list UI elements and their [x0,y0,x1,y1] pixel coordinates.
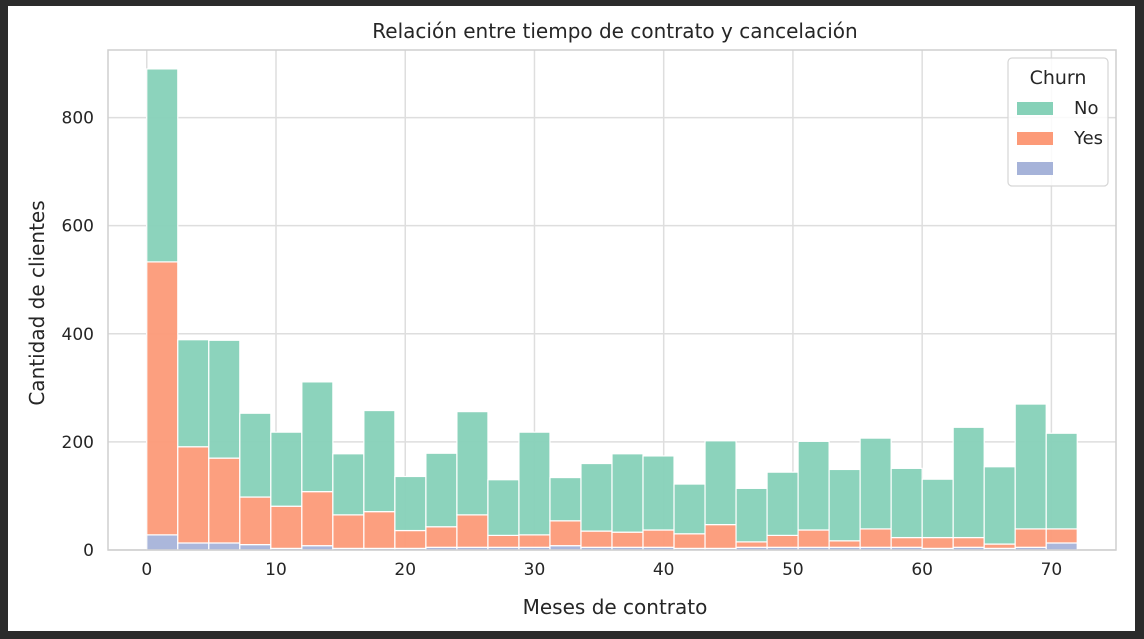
x-tick-label: 30 [524,560,546,580]
bar-yes-segment [766,534,799,548]
bar-no-segment [890,467,923,539]
x-tick-label: 10 [265,560,287,580]
bar-no-segment [301,381,334,493]
bar-yes-segment [177,446,210,544]
bar-yes-segment [425,526,458,548]
bar-no-segment [766,471,799,537]
plot-frame [107,49,1117,551]
bar-no-segment [549,476,582,522]
bar-no-segment [828,468,861,542]
x-tick-label: 0 [141,560,152,580]
bar-no-segment [487,479,520,537]
bar-yes-segment [332,514,365,549]
x-tick-label: 40 [653,560,675,580]
bar-yes-segment [518,534,551,548]
bar-yes-segment [394,529,427,549]
bar-yes-segment [797,529,830,548]
bar-no-segment [735,487,768,543]
chart-title: Relación entre tiempo de contrato y canc… [372,19,857,43]
bar-yes-segment [487,534,520,548]
bar-no-segment [518,431,551,536]
bar-unlabeled-segment [239,543,272,551]
legend-box [1007,57,1109,187]
bar-no-segment [239,412,272,498]
bar-yes-segment [828,540,861,548]
bar-yes-segment [270,505,303,549]
legend-swatch [1017,132,1053,145]
bar-yes-segment [1014,528,1047,548]
bar-no-segment [952,426,985,539]
bar-unlabeled-segment [146,534,179,551]
bar-yes-segment [921,536,954,549]
bar-yes-segment [859,528,892,548]
bar-yes-segment [301,491,334,547]
bar-unlabeled-segment [1045,542,1078,551]
bar-yes-segment [208,457,241,544]
y-tick-label: 400 [62,325,94,345]
x-tick-label: 60 [911,560,933,580]
bar-no-segment [270,431,303,507]
bar-no-segment [859,437,892,530]
legend-label: Yes [1073,128,1103,149]
x-tick-label: 20 [394,560,416,580]
x-tick-label: 70 [1041,560,1063,580]
bar-no-segment [797,440,830,531]
bar-yes-segment [549,520,582,547]
bar-no-segment [673,483,706,535]
bar-yes-segment [146,261,179,536]
bar-no-segment [146,68,179,263]
x-axis-label: Meses de contrato [523,595,708,619]
bar-no-segment [611,453,644,533]
bar-no-segment [456,411,489,516]
y-tick-label: 200 [62,433,94,453]
bar-yes-segment [642,529,675,548]
bar-yes-segment [611,531,644,548]
y-tick-label: 0 [83,541,94,561]
y-tick-label: 800 [62,109,94,129]
bar-yes-segment [1045,528,1078,544]
bar-yes-segment [673,533,706,549]
bar-no-segment [363,409,396,513]
bar-yes-segment [735,541,768,548]
bar-no-segment [177,339,210,448]
y-tick-label: 600 [62,217,94,237]
bar-no-segment [394,475,427,532]
legend-title: Churn [1030,67,1087,89]
bar-no-segment [642,455,675,531]
bar-no-segment [921,478,954,539]
bar-no-segment [580,462,613,532]
bar-yes-segment [890,536,923,548]
legend-swatch [1017,162,1053,175]
bar-yes-segment [983,543,1016,549]
legend-swatch [1017,102,1053,115]
histogram-chart: 0 10 20 30 40 50 60 70 0 200 400 600 800 Relación e… [25,19,1117,619]
y-axis-label: Cantidad de clientes [25,200,49,405]
bar-no-segment [983,466,1016,545]
bar-unlabeled-segment [177,542,210,551]
bar-no-segment [208,339,241,459]
bar-no-segment [704,440,737,526]
bar-unlabeled-segment [208,542,241,551]
bar-no-segment [425,452,458,528]
bar-no-segment [332,453,365,516]
bar-yes-segment [456,514,489,548]
bar-no-segment [1014,403,1047,530]
chart-figure: 0 10 20 30 40 50 60 70 0 200 400 600 800 Relación e… [8,6,1135,631]
legend-label: No [1074,98,1098,119]
bar-yes-segment [239,496,272,546]
legend: Churn No Yes [1007,57,1109,187]
bar-no-segment [1045,432,1078,530]
bar-yes-segment [363,511,396,549]
bar-yes-segment [952,536,985,548]
x-tick-label: 50 [782,560,804,580]
bar-yes-segment [580,530,613,548]
bar-yes-segment [704,523,737,549]
